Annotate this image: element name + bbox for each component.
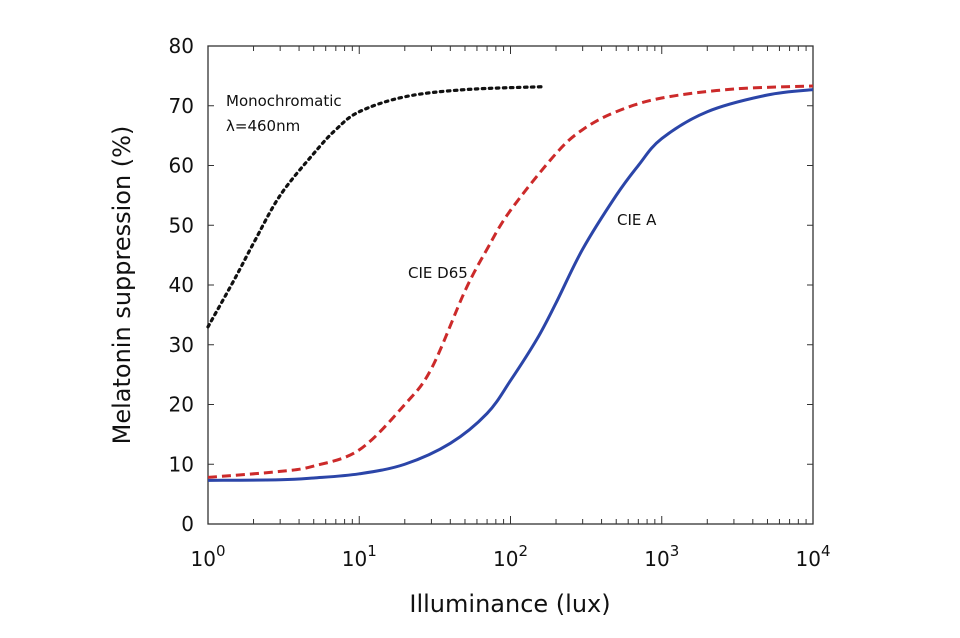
y-tick-label: 50 (169, 213, 194, 237)
y-tick-label: 20 (169, 393, 194, 417)
x-tick-label: 103 (644, 542, 679, 571)
series-line-cie-d65 (207, 84, 814, 479)
y-tick-label: 80 (169, 34, 194, 58)
x-axis-label: Illuminance (lux) (409, 590, 610, 618)
y-tick-label: 70 (169, 94, 194, 118)
series-line-monochromatic (206, 85, 547, 329)
y-tick-label: 40 (169, 273, 194, 297)
y-axis-label: Melatonin suppression (%) (108, 126, 136, 445)
series-lines (206, 84, 814, 482)
y-tick-label: 60 (169, 154, 194, 178)
x-tick-label: 100 (191, 542, 226, 571)
y-tick-label: 10 (169, 452, 194, 476)
series-line-cie-a (207, 88, 814, 482)
annotation-monochromatic: Monochromatic (226, 92, 342, 110)
annotation-cie-d65: CIE D65 (408, 264, 468, 282)
x-tick-label: 104 (796, 542, 831, 571)
x-tick-label: 101 (342, 542, 377, 571)
axes: 0 10 20 30 40 50 60 70 80 100 101 102 103 104 (169, 34, 831, 571)
x-tick-label: 102 (493, 542, 528, 571)
y-tick-label: 30 (169, 333, 194, 357)
y-tick-label: 0 (181, 512, 194, 536)
annotation-cie-a: CIE A (617, 211, 657, 229)
annotation-monochromatic-wavelength: λ=460nm (226, 117, 300, 135)
